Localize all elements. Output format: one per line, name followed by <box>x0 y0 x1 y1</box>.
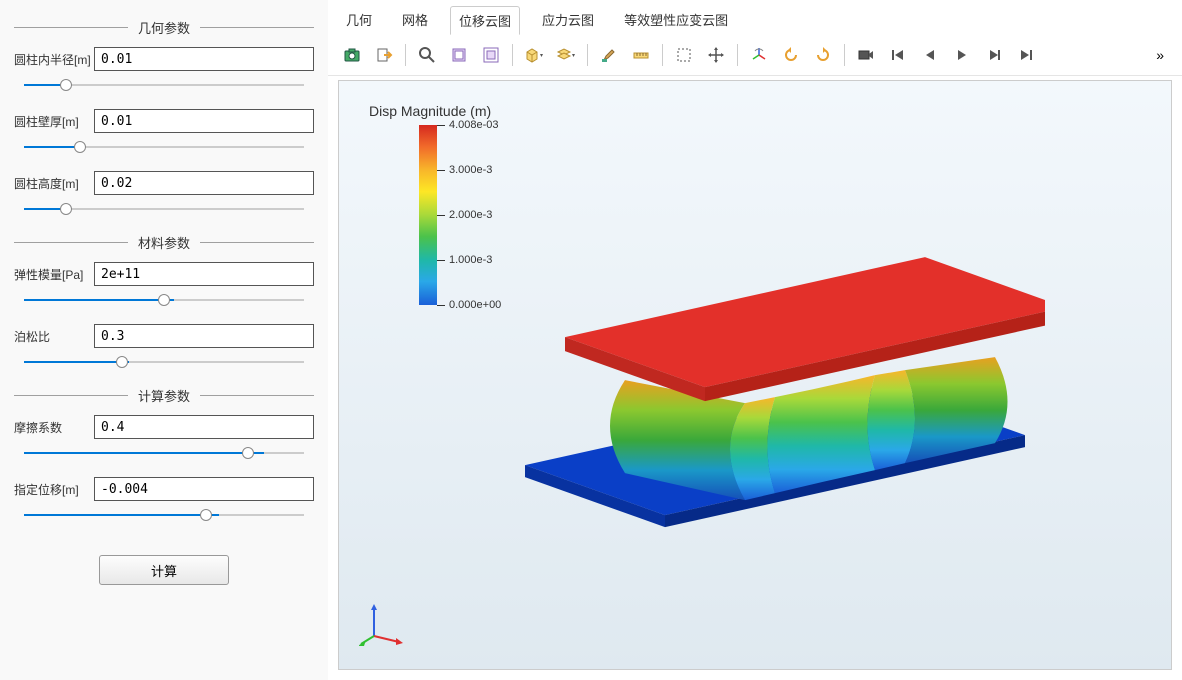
step-back-icon[interactable] <box>916 41 944 69</box>
toolbar-overflow[interactable]: » <box>1148 43 1172 67</box>
param-label: 圆柱壁厚[m] <box>14 113 94 130</box>
param-row: 圆柱壁厚[m] <box>14 109 314 133</box>
tab-位移云图[interactable]: 位移云图 <box>450 6 520 35</box>
section-header-material: 材料参数 <box>14 233 314 252</box>
layers-dd-icon[interactable] <box>552 41 580 69</box>
param-row: 指定位移[m] <box>14 477 314 501</box>
param-slider[interactable] <box>14 290 314 310</box>
toolbar-separator <box>737 44 738 66</box>
param-label: 指定位移[m] <box>14 481 94 498</box>
rotate-cw-icon[interactable] <box>809 41 837 69</box>
play-icon[interactable] <box>948 41 976 69</box>
calculate-button[interactable]: 计算 <box>99 555 229 585</box>
param-label: 圆柱高度[m] <box>14 175 94 192</box>
param-input[interactable] <box>94 477 314 501</box>
tab-应力云图[interactable]: 应力云图 <box>534 6 602 35</box>
param-row: 摩擦系数 <box>14 415 314 439</box>
viewport[interactable]: Disp Magnitude (m) 4.008e-03 3.000e-3 2.00… <box>338 80 1172 670</box>
param-input[interactable] <box>94 47 314 71</box>
param-input[interactable] <box>94 415 314 439</box>
fem-model <box>465 225 1045 558</box>
toolbar-separator <box>405 44 406 66</box>
camera-icon[interactable] <box>338 41 366 69</box>
param-row: 弹性模量[Pa] <box>14 262 314 286</box>
section-header-compute: 计算参数 <box>14 386 314 405</box>
param-slider[interactable] <box>14 199 314 219</box>
param-slider[interactable] <box>14 443 314 463</box>
param-label: 弹性模量[Pa] <box>14 266 94 283</box>
param-slider[interactable] <box>14 137 314 157</box>
fit-view-icon[interactable] <box>477 41 505 69</box>
toolbar-separator <box>662 44 663 66</box>
param-label: 摩擦系数 <box>14 419 94 436</box>
tab-几何[interactable]: 几何 <box>338 6 380 35</box>
param-label: 圆柱内半径[m] <box>14 51 94 68</box>
param-label: 泊松比 <box>14 328 94 345</box>
brush-icon[interactable] <box>595 41 623 69</box>
param-input[interactable] <box>94 262 314 286</box>
axes-rot-icon[interactable] <box>745 41 773 69</box>
toolbar-separator <box>587 44 588 66</box>
param-input[interactable] <box>94 171 314 195</box>
section-title: 计算参数 <box>128 386 200 405</box>
toolbar-separator <box>844 44 845 66</box>
step-fwd-icon[interactable] <box>980 41 1008 69</box>
section-header-geometry: 几何参数 <box>14 18 314 37</box>
param-slider[interactable] <box>14 352 314 372</box>
tab-网格[interactable]: 网格 <box>394 6 436 35</box>
tab-等效塑性应变云图[interactable]: 等效塑性应变云图 <box>616 6 736 35</box>
skip-first-icon[interactable] <box>884 41 912 69</box>
ruler-icon[interactable] <box>627 41 655 69</box>
zoom-icon[interactable] <box>413 41 441 69</box>
param-row: 圆柱内半径[m] <box>14 47 314 71</box>
sidebar: 几何参数 圆柱内半径[m] 圆柱壁厚[m] 圆柱高度[m] 材料参数 弹性模量[Pa… <box>0 0 328 680</box>
tab-bar: 几何网格位移云图应力云图等效塑性应变云图 <box>328 0 1182 35</box>
skip-last-icon[interactable] <box>1012 41 1040 69</box>
param-slider[interactable] <box>14 75 314 95</box>
legend-tick: 4.008e-03 <box>437 119 499 131</box>
main-panel: 几何网格位移云图应力云图等效塑性应变云图 » Disp Magnitude (m… <box>328 0 1182 680</box>
param-input[interactable] <box>94 324 314 348</box>
select-move-icon[interactable] <box>702 41 730 69</box>
section-title: 材料参数 <box>128 233 200 252</box>
section-title: 几何参数 <box>128 18 200 37</box>
orientation-triad <box>359 596 409 649</box>
rotate-ccw-icon[interactable] <box>777 41 805 69</box>
param-slider[interactable] <box>14 505 314 525</box>
reset-view-icon[interactable] <box>445 41 473 69</box>
export-icon[interactable] <box>370 41 398 69</box>
param-input[interactable] <box>94 109 314 133</box>
legend-tick: 2.000e-3 <box>437 209 492 221</box>
x-axis-icon <box>374 636 399 642</box>
legend-tick: 3.000e-3 <box>437 164 492 176</box>
param-row: 泊松比 <box>14 324 314 348</box>
record-icon[interactable] <box>852 41 880 69</box>
legend-gradient-bar <box>419 125 437 305</box>
toolbar-separator <box>512 44 513 66</box>
cube-dd-icon[interactable] <box>520 41 548 69</box>
param-row: 圆柱高度[m] <box>14 171 314 195</box>
select-rect-icon[interactable] <box>670 41 698 69</box>
legend-title: Disp Magnitude (m) <box>369 103 517 119</box>
toolbar: » <box>328 35 1182 76</box>
